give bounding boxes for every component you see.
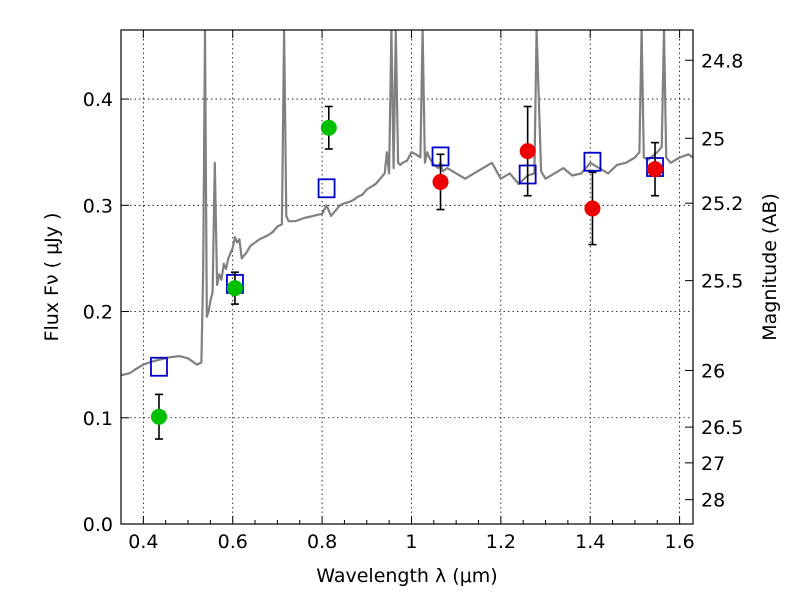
x-tick-label: 1.4: [575, 531, 605, 553]
detection-point: [226, 280, 243, 297]
magnitude-tick-label: 26.5: [701, 417, 743, 439]
x-tick-label: 0.8: [307, 531, 337, 553]
model-spectrum: [121, 30, 693, 377]
model-photometry-square: [317, 178, 336, 199]
model-spectrum-line: [121, 30, 693, 377]
y-tick-label: 0.3: [83, 195, 113, 217]
x-tick-label: 1.2: [486, 531, 516, 553]
magnitude-tick-label: 25.2: [701, 193, 743, 215]
axis-ticks: [120, 30, 693, 525]
x-axis-label: Wavelength λ (μm): [316, 565, 497, 587]
magnitude-tick-label: 27: [701, 453, 725, 475]
x-tick-label: 0.4: [128, 531, 158, 553]
y-tick-label: 0.1: [83, 408, 113, 430]
magnitude-tick-label: 25.5: [701, 271, 743, 293]
right-axis-label: Magnitude (AB): [759, 193, 781, 341]
detection-point: [432, 173, 449, 190]
y-tick-label: 0.0: [83, 514, 113, 536]
x-tick-label: 1.6: [664, 531, 694, 553]
plot-frame: [120, 29, 694, 525]
photometry-points: [150, 105, 664, 440]
magnitude-tick-label: 26: [701, 360, 725, 382]
model-photometry-square: [583, 151, 602, 172]
x-tick-label: 0.6: [218, 531, 248, 553]
model-photometry-square: [150, 356, 168, 377]
detection-point: [647, 161, 664, 178]
detection-point: [320, 119, 337, 136]
magnitude-tick-label: 24.8: [701, 50, 743, 72]
y-tick-label: 0.4: [83, 89, 113, 111]
detection-point: [150, 408, 167, 425]
detection-point: [584, 200, 601, 217]
x-tick-label: 1: [405, 531, 417, 553]
y-tick-label: 0.2: [83, 302, 113, 324]
y-axis-label: Flux Fν ( μJy ): [41, 213, 63, 342]
tick-labels: 0.4 0.6 0.8 1 1.2 1.4 1.6 0.0 0.1 0.2 0.3 0.4 24.8 25…: [83, 50, 744, 553]
magnitude-tick-label: 25: [701, 128, 725, 150]
magnitude-tick-label: 28: [701, 490, 725, 512]
detection-point: [519, 143, 536, 160]
